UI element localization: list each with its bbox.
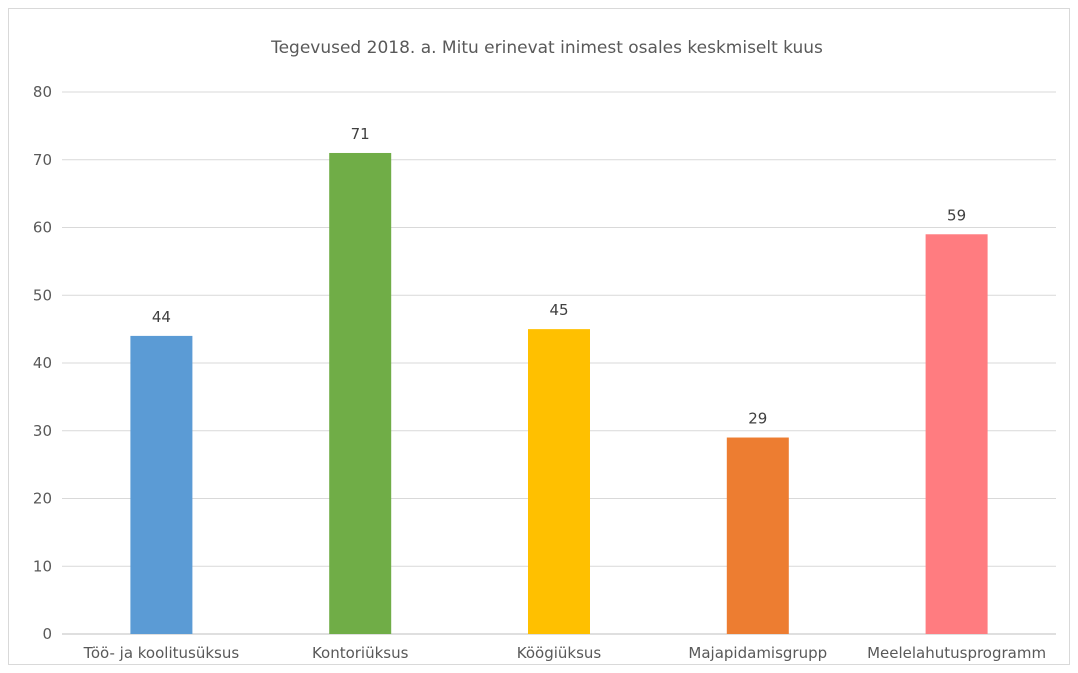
y-tick-label: 40 [33, 354, 52, 372]
x-category-label: Köögiüksus [517, 644, 602, 662]
bar [726, 437, 789, 634]
bar [130, 335, 193, 634]
x-category-label: Töö- ja koolitusüksus [83, 644, 240, 662]
y-tick-label: 50 [33, 286, 52, 304]
x-category-label: Meelelahutusprogramm [867, 644, 1046, 662]
chart-title: Tegevused 2018. a. Mitu erinevat inimest… [270, 38, 823, 58]
x-category-label: Kontoriüksus [312, 644, 409, 662]
bar [528, 329, 590, 634]
x-axis-categories: Töö- ja koolitusüksus Kontoriüksus Köögiük… [83, 644, 1046, 662]
data-label: 59 [947, 206, 966, 224]
bar [329, 152, 392, 634]
y-tick-label: 20 [33, 490, 52, 508]
data-label: 44 [152, 308, 171, 326]
y-tick-label: 30 [33, 422, 52, 440]
data-label: 45 [549, 301, 568, 319]
y-tick-label: 0 [42, 625, 52, 643]
x-category-label: Majapidamisgrupp [688, 644, 827, 662]
bar [925, 234, 988, 634]
data-labels: 44 71 45 29 59 [152, 125, 966, 428]
y-tick-label: 10 [33, 557, 52, 575]
bars [130, 152, 988, 634]
y-tick-label: 80 [33, 83, 52, 101]
data-label: 71 [351, 125, 370, 143]
gridlines [62, 91, 1056, 635]
y-tick-label: 70 [33, 151, 52, 169]
data-label: 29 [748, 410, 767, 428]
y-tick-label: 60 [33, 219, 52, 237]
y-axis-ticks: 0 10 20 30 40 50 60 70 80 [33, 83, 52, 643]
